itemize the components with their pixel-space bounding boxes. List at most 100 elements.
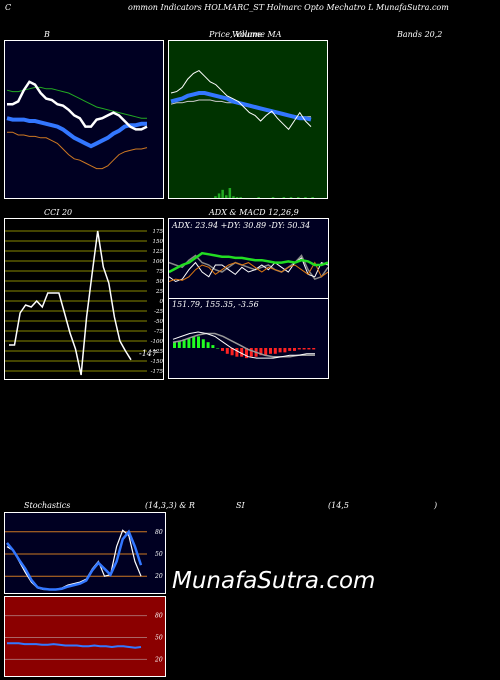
cci-tick-label: 50 bbox=[156, 279, 163, 285]
macd-hist-bar bbox=[192, 336, 196, 348]
rsi-panel: 80 50 20 bbox=[4, 596, 166, 677]
cci-tick-label: -25 bbox=[154, 309, 163, 315]
stochastics-panel: 80 50 20 bbox=[4, 512, 166, 594]
macd-hist-bar bbox=[302, 348, 306, 350]
macd-hist-bar bbox=[211, 345, 215, 348]
minus-dy-line bbox=[169, 261, 328, 282]
macd-hist-bar bbox=[235, 348, 239, 357]
volume-bar bbox=[271, 197, 275, 198]
stoch-label-c: SI bbox=[236, 501, 245, 510]
macd-chart bbox=[172, 331, 316, 359]
cci-tick-label: -75 bbox=[154, 329, 163, 335]
cci-tick-label: 75 bbox=[156, 269, 163, 275]
adx-panel: ADX: 23.94 +DY: 30.89 -DY: 50.34 bbox=[168, 218, 329, 299]
volume-bar bbox=[311, 197, 314, 198]
macd-hist-bar bbox=[182, 339, 186, 348]
volume-bar bbox=[214, 196, 217, 198]
price-line bbox=[7, 80, 148, 131]
price-volume-label: Price, Volume MA bbox=[209, 30, 282, 39]
adx-line bbox=[169, 251, 328, 274]
lower-band-line bbox=[7, 131, 148, 170]
bollinger-panel bbox=[4, 40, 164, 199]
macd-hist-bar bbox=[206, 342, 210, 348]
macd-hist-bar bbox=[201, 339, 205, 348]
volume-bar bbox=[232, 196, 235, 198]
macd-hist-bar bbox=[216, 348, 220, 349]
adx-chart bbox=[169, 251, 328, 283]
adx-macd-label: ADX & MACD 12,26,9 bbox=[209, 208, 299, 217]
macd-panel: 151.79, 155.35, -3.56 bbox=[168, 298, 329, 379]
macd-hist-bar bbox=[283, 348, 287, 353]
macd-values: 151.79, 155.35, -3.56 bbox=[172, 300, 259, 309]
macd-hist-bar bbox=[173, 342, 176, 348]
macd-hist-bar bbox=[221, 348, 224, 351]
volume-overlap-label: Volume bbox=[232, 30, 262, 39]
header-c: C bbox=[5, 3, 12, 12]
macd-line bbox=[172, 331, 315, 359]
rsi-chart: 80 50 20 bbox=[5, 613, 163, 663]
rsi-tick-label: 20 bbox=[154, 656, 163, 663]
bollinger-label: B bbox=[44, 30, 50, 39]
stoch-tick-label: 20 bbox=[154, 573, 163, 580]
stoch-label-b: (14,3,3) & R bbox=[145, 501, 195, 510]
stoch-label-a: Stochastics bbox=[24, 501, 71, 510]
macd-hist-bar bbox=[312, 348, 316, 350]
stoch-label-d: (14,5 bbox=[328, 501, 349, 510]
macd-hist-bar bbox=[288, 348, 292, 351]
macd-hist-bar bbox=[249, 348, 253, 357]
cci-line bbox=[9, 230, 132, 376]
stoch-tick-label: 80 bbox=[155, 529, 163, 536]
macd-hist-bar bbox=[177, 340, 181, 348]
adx-values: ADX: 23.94 +DY: 30.89 -DY: 50.34 bbox=[172, 221, 311, 230]
macd-hist-bar bbox=[230, 348, 234, 356]
cci-tick-label: 0 bbox=[160, 299, 164, 305]
volume-bar bbox=[221, 189, 224, 198]
adx-white-line bbox=[169, 257, 328, 283]
stoch-tick-label: 50 bbox=[155, 551, 163, 558]
cci-tick-label: -50 bbox=[154, 319, 163, 325]
macd-hist-bar bbox=[225, 348, 229, 354]
macd-hist-bar bbox=[273, 348, 277, 354]
cci-tick-label: 100 bbox=[153, 259, 164, 265]
stoch-d-line bbox=[6, 529, 143, 591]
price-line bbox=[170, 69, 312, 131]
volume-bar bbox=[282, 197, 286, 198]
macd-hist-bar bbox=[293, 348, 296, 351]
macd-hist-bar bbox=[278, 348, 282, 353]
price-panel bbox=[168, 40, 328, 199]
cci-tick-label: 175 bbox=[153, 229, 164, 235]
cci-label: CCI 20 bbox=[44, 208, 73, 217]
price-chart bbox=[170, 69, 314, 198]
cci-chart: 175 150 125 100 75 50 25 0 -25 -50 -75 -100 -125 -150… bbox=[5, 229, 164, 376]
rsi-tick-label: 80 bbox=[155, 613, 163, 620]
signal-line bbox=[172, 332, 315, 358]
stoch-k-line bbox=[6, 529, 142, 591]
page-title: ommon Indicators HOLMARC_ST Holmarc Opto… bbox=[128, 3, 449, 12]
cci-tick-label: 25 bbox=[155, 289, 163, 295]
cci-tick-label: -125 bbox=[151, 349, 163, 355]
cci-tick-label: 125 bbox=[153, 249, 164, 255]
macd-hist-bar bbox=[259, 348, 263, 356]
watermark: MunafaSutra.com bbox=[172, 568, 376, 594]
macd-hist-bar bbox=[264, 348, 268, 356]
volume-bar bbox=[235, 197, 239, 198]
cci-panel: 175 150 125 100 75 50 25 0 -25 -50 -75 -100 -125 -150… bbox=[4, 218, 164, 380]
volume-bar bbox=[297, 197, 300, 198]
cci-tick-label: -175 bbox=[151, 369, 163, 375]
volume-bar bbox=[217, 193, 221, 198]
ma-line bbox=[170, 91, 312, 122]
cci-last-label: -147 bbox=[139, 349, 158, 358]
stoch-label-e: ) bbox=[434, 501, 438, 510]
volume-bar bbox=[304, 197, 307, 198]
volume-bar bbox=[225, 195, 228, 198]
cci-tick-label: -150 bbox=[151, 359, 163, 365]
volume-bar bbox=[257, 197, 260, 198]
rsi-line bbox=[7, 642, 142, 649]
volume-bar bbox=[289, 197, 293, 198]
macd-hist-bar bbox=[307, 348, 311, 350]
macd-hist-bar bbox=[245, 348, 248, 359]
macd-hist-bar bbox=[187, 337, 191, 348]
cci-tick-label: 150 bbox=[153, 239, 164, 245]
stochastics-chart: 80 50 20 bbox=[5, 529, 163, 591]
macd-hist-bar bbox=[197, 336, 200, 348]
